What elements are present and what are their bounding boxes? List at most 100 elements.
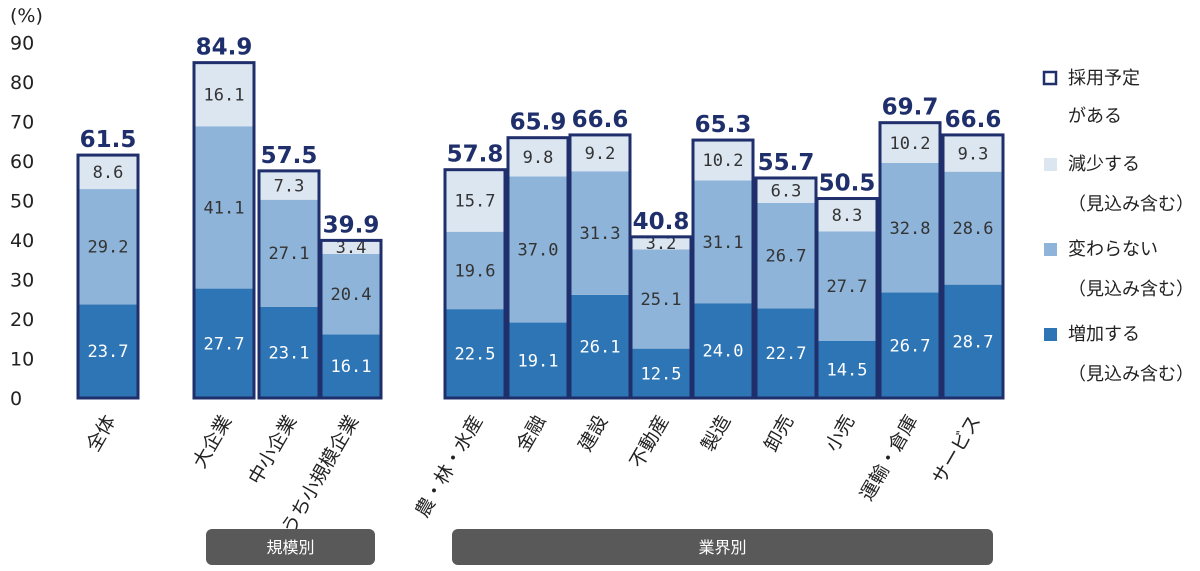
- bar-outline: [257, 169, 321, 400]
- category-label: 全体: [82, 412, 120, 456]
- bar-segment: [817, 198, 877, 232]
- data-label: 3.4: [336, 238, 367, 258]
- total-label: 50.5: [819, 171, 876, 197]
- bar-segment: [756, 202, 816, 309]
- bar-segment: [817, 231, 877, 341]
- group-label: 業界別: [698, 538, 746, 557]
- y-tick-label: 90: [10, 33, 34, 55]
- bar-segment: [693, 180, 753, 304]
- bar-segment: [321, 240, 381, 254]
- legend-label: 増加する: [1068, 324, 1140, 345]
- bar-segment: [508, 137, 568, 177]
- bar-outline: [506, 136, 570, 400]
- data-label: 27.7: [204, 334, 245, 354]
- data-label: 29.2: [88, 238, 129, 258]
- bar-segment: [570, 294, 630, 398]
- bar-outline: [192, 61, 256, 400]
- data-label: 9.2: [585, 144, 616, 164]
- data-label: 10.2: [890, 134, 931, 154]
- total-label: 84.9: [196, 35, 253, 61]
- legend-label: 減少する: [1068, 154, 1140, 175]
- data-label: 15.7: [455, 192, 496, 212]
- data-label: 8.3: [832, 206, 863, 226]
- bar-segment: [756, 308, 816, 398]
- data-label: 28.7: [953, 332, 994, 352]
- data-label: 23.7: [88, 342, 129, 362]
- category-label: 運輸・倉庫: [856, 412, 923, 505]
- y-tick-label: 70: [10, 112, 34, 134]
- category-label: 建設: [574, 412, 612, 456]
- data-label: 9.8: [523, 148, 554, 168]
- data-label: 31.1: [703, 233, 744, 253]
- data-label: 10.2: [703, 151, 744, 171]
- data-label: 27.1: [269, 244, 310, 264]
- y-tick-label: 10: [10, 349, 34, 371]
- bar-segment: [259, 306, 319, 398]
- bar-segment: [631, 249, 691, 349]
- data-label: 19.6: [455, 261, 496, 281]
- bar-segment: [693, 140, 753, 181]
- bar-outline: [941, 133, 1005, 400]
- bar-segment: [508, 322, 568, 398]
- legend-label: 変わらない: [1068, 239, 1158, 260]
- data-label: 16.1: [331, 357, 372, 377]
- bar-segment: [78, 189, 138, 305]
- data-label: 25.1: [641, 290, 682, 310]
- category-label: 製造: [697, 412, 735, 456]
- data-label: 26.7: [766, 247, 807, 267]
- bar-segment: [259, 170, 319, 200]
- bar-segment: [321, 253, 381, 335]
- data-label: 26.7: [890, 336, 931, 356]
- bar-segment: [78, 304, 138, 398]
- bar-segment: [880, 162, 940, 293]
- legend-label: （見込み含む）: [1068, 279, 1194, 300]
- data-label: 7.3: [274, 176, 305, 196]
- category-label: 卸売: [760, 412, 798, 456]
- bar-segment: [631, 236, 691, 250]
- y-tick-label: 60: [10, 151, 34, 173]
- bar-segment: [570, 171, 630, 295]
- data-label: 22.5: [455, 345, 496, 365]
- bar-segment: [880, 292, 940, 398]
- data-label: 32.8: [890, 219, 931, 239]
- category-label: 小売: [821, 412, 859, 456]
- data-label: 8.6: [93, 163, 124, 183]
- legend-label: （見込み含む）: [1068, 194, 1194, 215]
- data-label: 19.1: [518, 351, 559, 371]
- category-label: 不動産: [626, 412, 674, 472]
- group-label: 規模別: [266, 538, 314, 557]
- category-label: 農・林・水産: [411, 412, 487, 522]
- category-label: 中小企業: [244, 412, 301, 489]
- y-tick-label: 30: [10, 270, 34, 292]
- bar-outline: [76, 153, 140, 400]
- data-label: 22.7: [766, 344, 807, 364]
- data-label: 26.1: [580, 337, 621, 357]
- data-label: 31.3: [580, 224, 621, 244]
- bar-segment: [943, 134, 1003, 172]
- bar-segment: [756, 177, 816, 203]
- bar-outline: [815, 197, 879, 400]
- legend-label: がある: [1068, 106, 1122, 127]
- total-label: 39.9: [323, 212, 380, 238]
- bar-segment: [570, 134, 630, 172]
- y-tick-label: 0: [10, 388, 22, 410]
- data-label: 41.1: [204, 198, 245, 218]
- y-tick-label: 50: [10, 191, 34, 213]
- data-label: 28.6: [953, 219, 994, 239]
- bar-segment: [817, 340, 877, 398]
- legend-swatch: [1042, 70, 1058, 86]
- data-label: 6.3: [771, 181, 802, 201]
- bar-segment: [880, 122, 940, 163]
- data-label: 14.5: [827, 360, 868, 380]
- total-label: 57.5: [261, 143, 318, 169]
- group-box: [206, 529, 375, 565]
- bar-segment: [259, 199, 319, 307]
- bar-outline: [878, 121, 942, 400]
- y-tick-label: 80: [10, 72, 34, 94]
- y-tick-label: 40: [10, 230, 34, 252]
- total-label: 55.7: [758, 150, 815, 176]
- legend-label: （見込み含む）: [1068, 364, 1194, 385]
- total-label: 65.9: [510, 110, 567, 136]
- bar-segment: [194, 62, 254, 127]
- data-label: 20.4: [331, 285, 372, 305]
